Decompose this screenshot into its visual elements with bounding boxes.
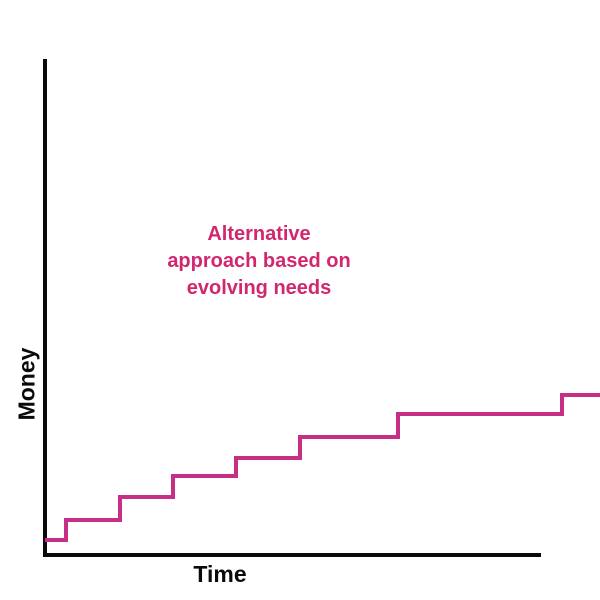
annotation-line-3: evolving needs xyxy=(186,277,332,299)
annotation-line-2: approach based on xyxy=(167,250,351,272)
y-axis-label: Money xyxy=(13,347,40,421)
annotation-line-1: Alternative xyxy=(207,223,311,245)
money-step-line xyxy=(45,393,600,542)
chart-annotation: Alternative approach based on evolving n… xyxy=(139,221,379,302)
x-axis-label: Time xyxy=(193,561,247,587)
